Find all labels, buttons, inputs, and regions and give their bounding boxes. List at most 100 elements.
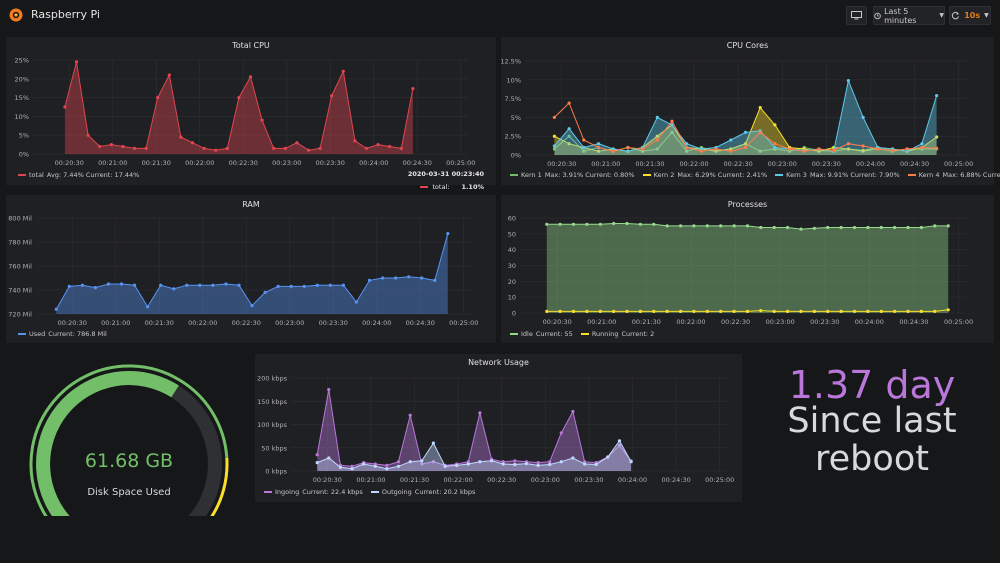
grafana-logo-icon[interactable] [8,7,24,23]
legend-item-running[interactable]: Running Current: 2 [580,330,654,338]
legend-series-name: Kern 2 [653,171,675,179]
x-tick-label: 00:25:00 [705,476,734,484]
data-point [729,149,733,153]
data-point [144,146,148,150]
data-point [466,460,470,464]
data-point [893,309,897,313]
legend-item-kern-2[interactable]: Kern 2 Max: 6.29% Current: 2.41% [642,171,767,179]
data-point [237,96,241,100]
data-point [611,149,615,153]
data-point [156,96,160,100]
data-point [224,282,228,286]
data-point [719,309,723,313]
data-point [315,453,319,457]
tv-mode-button[interactable] [846,6,867,25]
data-point [250,304,254,308]
legend-item-idle[interactable]: Idle Current: 55 [510,330,573,338]
panel-network-usage[interactable]: Network Usage 0 kbps 50 kbps 100 kbps 150 k… [255,354,742,502]
data-point [920,145,924,150]
x-tick-label: 00:21:00 [101,319,130,327]
data-point [431,460,435,464]
data-point [159,283,163,287]
data-point [133,283,137,287]
legend-item-kern-4[interactable]: Kern 4 Max: 6.88% Current: 0.91% [907,171,1000,179]
panel-total-cpu[interactable]: Total CPU 0% 5% 10% 15% 20% 25% 00:20:30 00:21:… [6,37,496,191]
legend-item-used[interactable]: Used Current: 786.8 Mil [18,330,107,338]
y-tick-label: 10% [15,113,29,121]
gauge-value-arc [36,371,179,516]
data-point [692,224,696,228]
data-point [685,145,689,150]
network-chart[interactable]: 0 kbps 50 kbps 100 kbps 150 kbps 200 kbps 00:… [255,354,742,502]
legend-series-stats: Current: 55 [535,330,573,338]
tooltip-swatch [420,186,429,188]
data-point [946,308,950,312]
x-tick-label: 00:23:30 [316,159,345,167]
panel-disk-space[interactable]: 61.68 GB Disk Space Used [6,354,246,516]
data-point [585,222,589,226]
data-point [638,309,642,313]
data-point [596,142,601,146]
data-point [594,462,598,467]
data-point [817,147,821,151]
x-tick-label: 00:21:00 [591,160,620,168]
legend-item-total[interactable]: total Avg: 7.44% Current: 17.44% [18,171,139,179]
data-point [396,464,401,468]
panel-uptime[interactable]: 1.37 day Since last reboot [752,354,994,516]
y-tick-label: 740 Mil [8,287,32,295]
data-point [839,309,843,313]
cpu-cores-chart[interactable]: 0% 2.5% 5% 7.5% 10% 12.5% 00:20:30 00:21:00 00:2… [501,37,994,185]
data-point [906,309,910,313]
data-point [714,147,718,151]
x-tick-label: 00:25:00 [449,319,478,327]
legend-swatch [907,174,916,176]
x-tick-label: 00:23:30 [812,160,841,168]
legend-series-name: Outgoing [381,488,412,496]
legend-item-kern-1[interactable]: Kern 1 Max: 3.91% Current: 0.80% [510,171,635,179]
x-tick-label: 00:24:00 [855,318,884,326]
data-point [612,309,616,313]
total-cpu-chart[interactable]: 0% 5% 10% 15% 20% 25% 00:20:30 00:21:00 00:21:30… [6,37,496,185]
data-point [211,283,215,287]
data-point [626,149,630,153]
time-range-picker[interactable]: Last 5 minutes ▼ [873,6,945,25]
panel-ram[interactable]: RAM 720 Mil 740 Mil 760 Mil 780 Mil 800 Mil 0… [6,195,496,343]
panel-processes[interactable]: Processes 0 10 20 30 40 50 60 00:20:30 00:21:00 0… [501,195,994,343]
y-tick-label: 780 Mil [8,239,32,247]
data-point [611,147,615,151]
data-point [732,309,736,313]
disk-gauge[interactable] [6,354,246,516]
data-point [272,146,276,150]
monitor-icon [851,11,862,20]
legend-swatch [264,491,272,493]
data-point [745,224,750,228]
legend-item-ingoing[interactable]: Ingoing Current: 22.4 kbps [264,488,363,496]
data-point [388,144,392,149]
y-tick-label: 800 Mil [8,215,32,223]
data-point [513,459,517,463]
refresh-picker[interactable]: 10s ▼ [949,6,991,25]
data-point [119,282,124,286]
data-point [559,431,563,435]
ram-chart[interactable]: 720 Mil 740 Mil 760 Mil 780 Mil 800 Mil 00:20… [6,195,496,343]
legend-item-kern-3[interactable]: Kern 3 Max: 9.91% Current: 7.90% [775,171,900,179]
refresh-icon[interactable] [951,11,960,20]
data-point [552,144,556,148]
data-point [567,142,571,146]
dashboard-title[interactable]: Raspberry Pi [31,8,100,21]
data-point [655,115,659,119]
data-point [341,283,345,287]
legend: Used Current: 786.8 Mil [18,330,107,338]
data-point [799,309,803,313]
series-area-idle [546,223,949,313]
data-point [420,276,424,280]
data-point [879,225,883,230]
data-point [625,309,629,313]
x-tick-label: 00:23:00 [768,160,797,168]
legend-item-outgoing[interactable]: Outgoing Current: 20.2 kbps [370,488,475,496]
data-point [54,307,58,311]
panel-cpu-cores[interactable]: CPU Cores 0% 2.5% 5% 7.5% 10% 12.5% 00:20:30 00… [501,37,1000,185]
processes-chart[interactable]: 0 10 20 30 40 50 60 00:20:30 00:21:00 00:21:30 00:… [501,195,994,343]
data-point [548,460,552,464]
data-point [420,462,424,466]
